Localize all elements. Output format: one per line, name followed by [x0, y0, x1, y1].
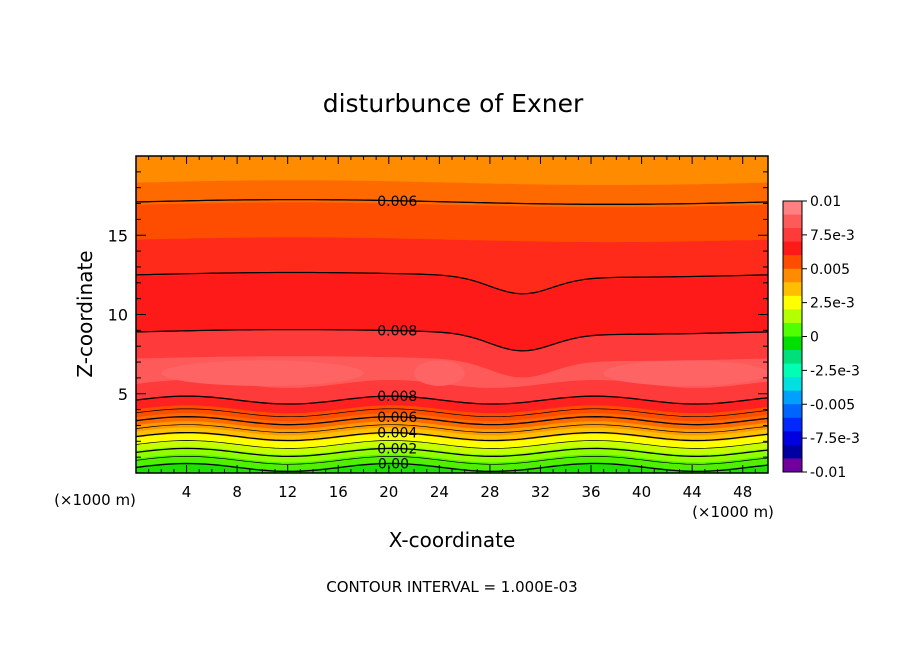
colorbar-swatch — [783, 390, 802, 405]
colorbar: 0.01 7.5e-3 0.005 2.5e-3 0 -2.5e-3 -0.005 -7.5e… — [782, 194, 860, 481]
colorbar-swatch — [783, 350, 802, 365]
contour-label: 0.00 — [378, 457, 409, 473]
colorbar-tick-label: 0.01 — [810, 194, 841, 210]
contour-line — [136, 431, 768, 442]
x-axis-ticks: 4 8 12 16 20 24 28 32 36 40 44 48 — [148, 156, 756, 501]
contour-line — [136, 462, 768, 473]
colorbar-tick-label: 0 — [810, 330, 819, 346]
colorbar-swatch — [783, 228, 802, 243]
colorbar-swatch — [783, 377, 802, 392]
contour-lines — [136, 198, 768, 473]
x-unit-right: (×1000 m) — [692, 503, 774, 521]
contour-label: 0.002 — [377, 442, 417, 458]
colorbar-tick-label: -2.5e-3 — [810, 363, 860, 379]
chart-title: disturbunce of Exner — [323, 89, 584, 118]
contour-line — [136, 198, 768, 205]
high-value-pocket — [603, 360, 768, 386]
colorbar-swatch — [783, 431, 802, 446]
contour-label: 0.008 — [377, 324, 417, 340]
high-value-pocket — [161, 360, 364, 386]
y-tick-label: 15 — [108, 226, 128, 245]
x-tick-label: 12 — [278, 483, 297, 501]
x-tick-label: 36 — [581, 483, 600, 501]
colorbar-tick-label: -7.5e-3 — [810, 431, 860, 447]
colorbar-swatch — [783, 201, 802, 216]
colorbar-swatch — [783, 214, 802, 229]
contour-line-minor — [136, 440, 768, 449]
y-axis-ticks: 5 10 15 — [108, 171, 768, 458]
contour-line — [136, 328, 768, 352]
colorbar-swatch — [783, 363, 802, 378]
contour-line-minor — [136, 408, 768, 418]
x-tick-label: 20 — [379, 483, 398, 501]
x-tick-label: 8 — [232, 483, 242, 501]
field-band — [136, 202, 768, 243]
colorbar-swatch — [783, 404, 802, 419]
x-tick-label: 4 — [182, 483, 192, 501]
contour-line — [136, 271, 768, 295]
colorbar-tick-label: 7.5e-3 — [810, 228, 855, 244]
contour-fill-area — [136, 156, 768, 473]
colorbar-tick-label: -0.01 — [810, 465, 846, 481]
y-axis-label: Z-coordinate — [73, 250, 97, 377]
contour-label: 0.006 — [377, 194, 417, 210]
colorbar-swatch — [783, 268, 802, 283]
contour-label: 0.006 — [377, 410, 417, 426]
contour-line-minor — [136, 456, 768, 465]
colorbar-swatch — [783, 255, 802, 270]
contour-line-minor — [136, 424, 768, 433]
contour-interval-note: CONTOUR INTERVAL = 1.000E-03 — [326, 578, 577, 596]
x-tick-label: 40 — [632, 483, 651, 501]
colorbar-tick-label: 0.005 — [810, 262, 850, 278]
contour-line — [136, 447, 768, 458]
x-tick-label: 48 — [733, 483, 752, 501]
contour-label: 0.008 — [377, 389, 417, 405]
colorbar-swatch — [783, 458, 802, 473]
contour-line — [136, 395, 768, 405]
colorbar-tick-label: 2.5e-3 — [810, 296, 855, 312]
colorbar-tick-label: -0.005 — [810, 397, 855, 413]
colorbar-swatch — [783, 241, 802, 256]
x-tick-label: 16 — [329, 483, 348, 501]
colorbar-swatch — [783, 336, 802, 351]
x-tick-label: 44 — [683, 483, 702, 501]
x-unit-left: (×1000 m) — [54, 491, 136, 509]
colorbar-swatch — [783, 309, 802, 324]
x-tick-label: 32 — [531, 483, 550, 501]
contour-label: 0.004 — [377, 426, 417, 442]
contour-line — [136, 416, 768, 426]
colorbar-swatch — [783, 444, 802, 459]
x-tick-label: 24 — [430, 483, 449, 501]
field-band — [136, 462, 768, 473]
high-value-pocket — [414, 360, 465, 386]
colorbar-swatch — [783, 295, 802, 310]
colorbar-swatch — [783, 417, 802, 432]
y-tick-label: 5 — [118, 385, 128, 404]
x-tick-label: 28 — [480, 483, 499, 501]
x-axis-label: X-coordinate — [389, 528, 516, 552]
colorbar-swatch — [783, 322, 802, 337]
y-tick-label: 10 — [108, 306, 128, 325]
colorbar-swatch — [783, 282, 802, 297]
